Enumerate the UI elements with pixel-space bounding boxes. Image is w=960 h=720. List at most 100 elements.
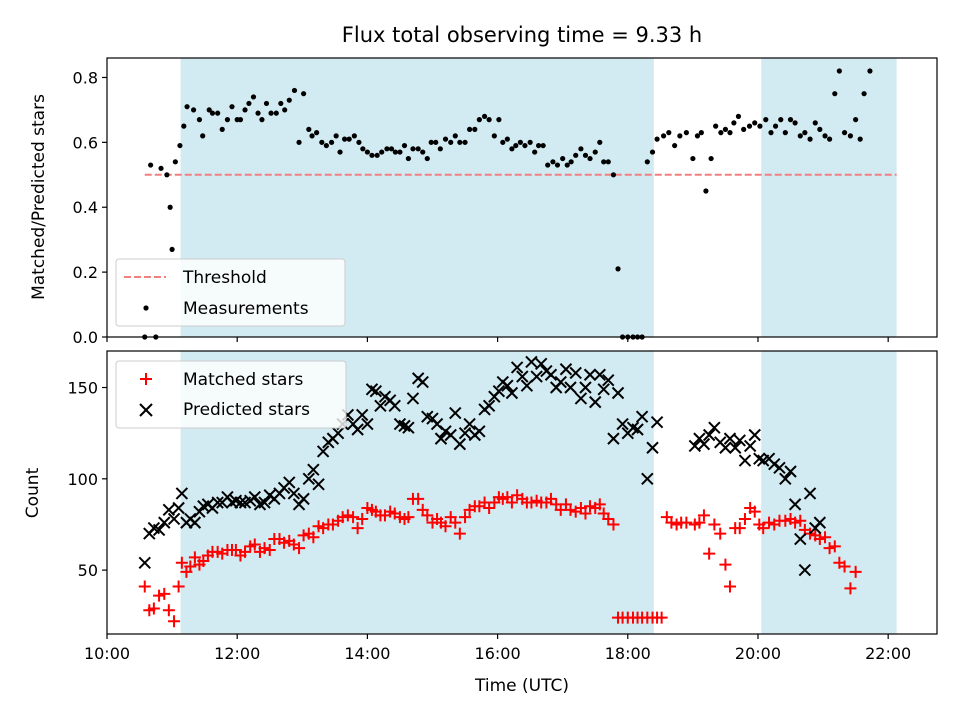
measurement-point [605, 159, 611, 165]
predicted-star-point [287, 487, 301, 500]
measurement-point [703, 188, 709, 194]
legend-matched-swatch [140, 373, 152, 385]
measurement-point [822, 133, 828, 139]
measurement-point [792, 120, 798, 126]
measurement-point [273, 110, 279, 116]
predicted-star-point [574, 392, 588, 405]
predicted-star-point [172, 501, 185, 515]
matched-star-point [239, 545, 252, 558]
measurement-point [379, 149, 385, 155]
matched-star-point [138, 580, 151, 593]
matched-star-point [708, 518, 721, 531]
predicted-star-point [593, 368, 606, 381]
predicted-star-point [728, 441, 742, 454]
measurement-point [462, 139, 468, 145]
measurement-point [360, 146, 366, 152]
predicted-star-point [779, 472, 792, 486]
measurement-point [433, 139, 439, 145]
measurement-point [573, 152, 579, 158]
top-axes-frame [106, 57, 938, 338]
predicted-star-point [355, 408, 369, 422]
measurement-point [278, 100, 284, 107]
predicted-star-point [374, 399, 387, 412]
measurement-point [282, 107, 288, 113]
measurement-point [722, 126, 729, 132]
measurement-point [560, 155, 566, 162]
predicted-star-point [152, 523, 166, 537]
measurement-point [690, 155, 696, 162]
matched-star-point [680, 516, 693, 529]
x-tick-label: 22:00 [865, 644, 911, 663]
measurement-point [337, 149, 343, 155]
measurement-point [229, 104, 235, 110]
predicted-star-point [175, 487, 189, 500]
predicted-star-point [702, 428, 716, 442]
matched-star-point [297, 529, 310, 542]
measurement-point [752, 120, 758, 126]
measurement-point [219, 126, 225, 132]
matched-star-point [168, 615, 181, 628]
measurement-point [268, 110, 274, 116]
x-tick-label: 12:00 [214, 644, 260, 663]
predicted-star-point [641, 472, 654, 486]
measurement-point [527, 139, 533, 145]
measurement-point [853, 117, 859, 123]
matched-star-point [697, 509, 710, 522]
measurement-point [513, 142, 519, 149]
predicted-star-point [398, 419, 411, 433]
top-y-ticks: 0.0 0.2 0.4 0.6 0.8 [73, 68, 107, 347]
predicted-star-point [188, 516, 202, 529]
measurement-point [708, 155, 714, 162]
top-legend: Threshold Measurements [115, 258, 346, 327]
measurement-point [587, 155, 593, 162]
predicted-star-point [564, 381, 577, 394]
y-tick-label: 150 [67, 379, 98, 398]
panel-bottom: 50 100 150 10:00 12:00 14:00 16:00 18:00 20:00 2… [23, 350, 938, 696]
matched-star-point [453, 527, 466, 540]
predicted-star-point [520, 379, 534, 392]
matched-star-point [293, 542, 306, 555]
measurement-point [812, 120, 818, 126]
measurement-point [457, 139, 463, 145]
predicted-star-point [768, 457, 781, 471]
legend-measurements-label: Measurements [183, 299, 309, 319]
predicted-star-point [773, 461, 786, 475]
predicted-star-point [569, 366, 582, 380]
predicted-star-point [794, 532, 807, 546]
predicted-star-point [482, 399, 496, 412]
measurement-point [410, 146, 416, 152]
predicted-star-point [473, 425, 486, 438]
chart-title: Flux total observing time = 9.33 h [342, 23, 702, 47]
predicted-star-point [162, 503, 176, 517]
measurement-point [177, 142, 183, 149]
predicted-star-point [351, 423, 364, 436]
predicted-star-point [607, 432, 620, 445]
measurement-point [787, 117, 794, 123]
x-tick-label: 10:00 [84, 644, 130, 663]
predicted-star-point [697, 437, 711, 451]
measurement-point [328, 139, 335, 145]
legend-matched-label: Matched stars [183, 370, 303, 390]
matched-star-point [763, 516, 776, 529]
predicted-star-point [283, 476, 296, 489]
predicted-star-point [167, 512, 181, 526]
measurement-point [802, 130, 808, 136]
measurement-point [388, 146, 395, 152]
legend-threshold-label: Threshold [182, 268, 267, 288]
predicted-star-point [234, 496, 247, 509]
matched-star-point [757, 522, 770, 535]
measurement-point [817, 126, 823, 132]
measurement-point [666, 130, 672, 136]
predicted-star-point [719, 441, 732, 454]
predicted-star-point [158, 516, 171, 529]
matched-star-point [421, 509, 434, 522]
matched-star-point [813, 533, 826, 546]
measurement-point [826, 136, 833, 142]
measurement-point [215, 110, 221, 116]
measurement-point [323, 142, 329, 149]
predicted-star-point [211, 496, 224, 509]
measurement-point [867, 68, 873, 74]
matched-star-point [188, 551, 201, 564]
predicted-star-point [416, 375, 429, 389]
measurement-point [291, 87, 298, 94]
